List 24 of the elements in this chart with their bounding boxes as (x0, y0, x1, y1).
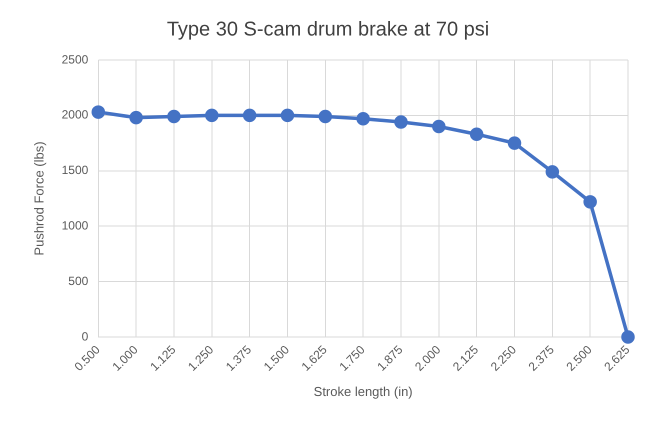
point (508, 136, 522, 150)
chart-title: Type 30 S-cam drum brake at 70 psi (166, 18, 490, 41)
point (318, 110, 332, 124)
point (546, 165, 560, 179)
y-tick-label: 1000 (62, 218, 89, 233)
point (92, 105, 106, 119)
point (432, 120, 446, 134)
y-tick-label: 0 (82, 329, 89, 344)
point (394, 115, 408, 129)
point (621, 330, 635, 344)
x-axis-title: Stroke length (in) (314, 384, 413, 399)
y-axis-title: Pushrod Force (lbs) (31, 141, 46, 256)
y-tick-label: 500 (68, 274, 89, 288)
point (470, 127, 484, 141)
point (167, 110, 181, 124)
point (205, 108, 219, 122)
point (129, 110, 143, 124)
y-tick-label: 2500 (62, 52, 89, 66)
y-tick-label: 1500 (62, 163, 89, 178)
point (356, 112, 370, 126)
point (583, 195, 597, 209)
y-tick-label: 2000 (62, 108, 89, 122)
point (280, 108, 294, 122)
point (242, 108, 256, 122)
